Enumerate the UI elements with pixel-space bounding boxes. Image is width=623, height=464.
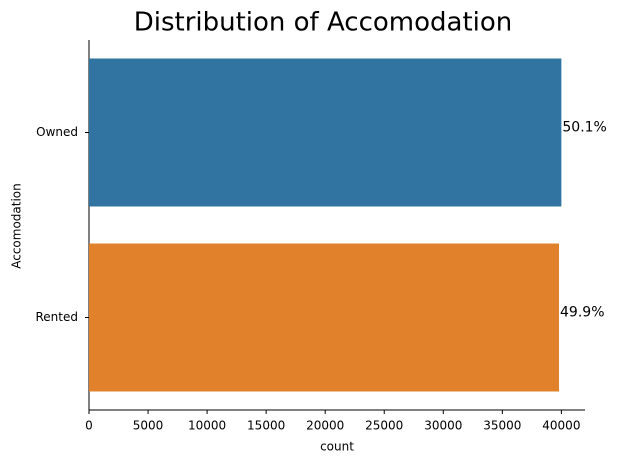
x-tick-label: 5000 <box>133 419 164 433</box>
x-tick-label: 20000 <box>306 419 344 433</box>
data-label: 50.1% <box>562 120 606 136</box>
bar <box>89 58 562 207</box>
y-tick-label: Rented <box>36 310 79 324</box>
y-axis-label: Accomodation <box>10 183 24 269</box>
chart-title: Distribution of Accomodation <box>134 8 513 38</box>
x-tick-label: 15000 <box>247 419 285 433</box>
x-tick-label: 0 <box>85 419 93 433</box>
x-tick-label: 35000 <box>483 419 521 433</box>
x-axis-label: count <box>320 440 354 454</box>
data-label: 49.9% <box>560 305 604 321</box>
x-tick-label: 25000 <box>365 419 403 433</box>
x-tick-label: 40000 <box>542 419 580 433</box>
y-tick-label: Owned <box>36 125 78 139</box>
x-tick-label: 30000 <box>424 419 462 433</box>
x-tick-label: 10000 <box>188 419 226 433</box>
bar <box>89 243 560 392</box>
